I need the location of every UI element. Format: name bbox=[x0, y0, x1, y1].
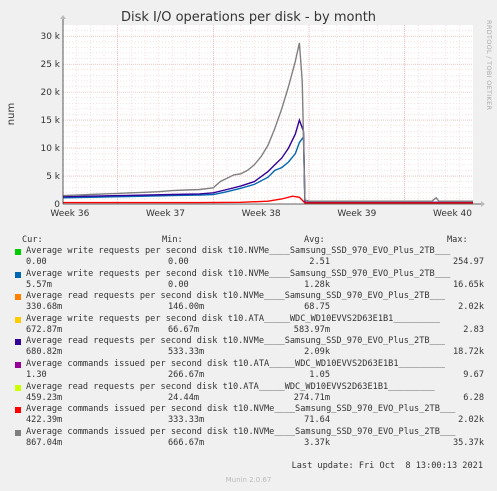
legend-entry: Average read requests per second disk t1… bbox=[0, 336, 497, 358]
y-axis-arrow bbox=[60, 15, 66, 19]
col-min: Min: bbox=[162, 235, 183, 245]
legend-swatch bbox=[15, 362, 21, 368]
y-tick-label: 10 k bbox=[40, 144, 60, 154]
legend-entry: Average write requests per second disk t… bbox=[0, 314, 497, 336]
grid: 0 5 k 10 k 15 k 20 k 25 k 30 k Week 36 Week 37 We… bbox=[40, 25, 473, 219]
col-avg: Avg: bbox=[304, 235, 325, 245]
legend-swatch bbox=[15, 384, 21, 391]
legend-label: Average write requests per second disk t… bbox=[26, 268, 451, 279]
value-max: 9.67 bbox=[463, 370, 484, 380]
value-min: 0.00 bbox=[168, 257, 189, 267]
value-max: 2.83 bbox=[463, 324, 484, 335]
value-min: 333.33m bbox=[168, 415, 205, 426]
col-max: Max: bbox=[447, 235, 468, 245]
value-avg: 71.64 bbox=[304, 415, 330, 426]
value-min: 24.44m bbox=[168, 392, 200, 403]
x-tick-label: Week 36 bbox=[50, 209, 89, 219]
legend-swatch bbox=[15, 249, 21, 255]
value-cur: 1.30 bbox=[26, 370, 47, 380]
legend-entry: Average commands issued per second disk … bbox=[0, 359, 497, 381]
value-cur: 5.57m bbox=[26, 279, 52, 290]
value-avg: 3.37k bbox=[304, 437, 330, 448]
chart-title: Disk I/O operations per disk - by month bbox=[120, 10, 377, 25]
y-tick-label: 25 k bbox=[40, 60, 60, 70]
legend-label: Average write requests per second disk t… bbox=[26, 313, 440, 324]
value-min: 66.67m bbox=[168, 324, 200, 335]
series-line-gray bbox=[62, 42, 473, 202]
legend-entry: Average write requests per second disk t… bbox=[0, 246, 497, 268]
rrdtool-credit: RRDTOOL / TOBI OETIKER bbox=[485, 20, 493, 111]
legend-label: Average read requests per second disk t1… bbox=[26, 381, 435, 392]
value-cur: 867.04m bbox=[26, 437, 63, 448]
legend-entry: Average commands issued per second disk … bbox=[0, 404, 497, 426]
value-max: 254.97 bbox=[452, 257, 484, 267]
x-tick-label: Week 37 bbox=[146, 209, 185, 219]
value-avg: 2.51 bbox=[309, 257, 330, 267]
value-max: 16.65k bbox=[452, 279, 484, 290]
x-axis-arrow bbox=[481, 201, 485, 207]
value-min: 533.33m bbox=[168, 347, 205, 358]
value-cur: 422.39m bbox=[26, 415, 63, 426]
value-max: 35.37k bbox=[452, 437, 484, 448]
value-max: 2.02k bbox=[458, 415, 484, 426]
value-avg: 68.75 bbox=[304, 302, 330, 313]
legend-swatch bbox=[15, 339, 21, 346]
value-min: 0.00 bbox=[168, 279, 189, 290]
legend-entry: Average read requests per second disk t1… bbox=[0, 291, 497, 313]
value-cur: 330.68m bbox=[26, 302, 63, 313]
legend-swatch bbox=[15, 271, 21, 278]
value-min: 146.00m bbox=[168, 302, 205, 313]
value-avg: 274.71m bbox=[293, 392, 330, 403]
last-update: Last update: Fri Oct 8 13:00:13 2021 bbox=[291, 461, 483, 471]
legend-label: Average commands issued per second disk … bbox=[26, 359, 446, 369]
value-max: 2.02k bbox=[458, 302, 484, 313]
series-line-red bbox=[63, 195, 473, 204]
x-tick-label: Week 38 bbox=[242, 209, 281, 219]
value-cur: 680.82m bbox=[26, 347, 63, 358]
x-tick-label: Week 40 bbox=[433, 209, 472, 219]
legend-label: Average commands issued per second disk … bbox=[26, 426, 456, 437]
legend-swatch bbox=[15, 407, 21, 414]
munin-version: Munin 2.0.67 bbox=[225, 476, 272, 484]
y-tick-label: 15 k bbox=[40, 116, 60, 126]
col-cur: Cur: bbox=[22, 235, 43, 245]
legend-entry: Average read requests per second disk t1… bbox=[0, 382, 497, 404]
y-tick-label: 5 k bbox=[46, 172, 61, 182]
value-avg: 2.09k bbox=[304, 347, 330, 358]
axes bbox=[60, 15, 485, 207]
y-axis-label: num bbox=[6, 103, 17, 125]
value-avg: 583.97m bbox=[293, 324, 330, 335]
value-min: 266.67m bbox=[168, 370, 205, 380]
legend: Cur: Min: Avg: Max: Average write reques… bbox=[0, 235, 497, 480]
legend-entry: Average write requests per second disk t… bbox=[0, 269, 497, 291]
value-cur: 0.00 bbox=[26, 257, 47, 267]
legend-label: Average read requests per second disk t1… bbox=[26, 336, 446, 347]
y-tick-label: 30 k bbox=[40, 32, 60, 42]
legend-entry: Average commands issued per second disk … bbox=[0, 427, 497, 449]
value-avg: 1.28k bbox=[304, 279, 330, 290]
legend-swatch bbox=[15, 429, 21, 436]
value-max: 18.72k bbox=[452, 347, 484, 358]
legend-label: Average write requests per second disk t… bbox=[26, 246, 451, 256]
chart-svg: 0 5 k 10 k 15 k 20 k 25 k 30 k Week 36 Week 37 We… bbox=[6, 15, 485, 219]
value-max: 6.28 bbox=[463, 392, 484, 403]
value-cur: 672.87m bbox=[26, 324, 63, 335]
legend-swatch bbox=[15, 294, 21, 301]
legend-swatch bbox=[15, 316, 21, 323]
value-avg: 1.05 bbox=[309, 370, 330, 380]
legend-label: Average read requests per second disk t1… bbox=[26, 291, 446, 302]
y-tick-label: 0 bbox=[54, 200, 60, 210]
y-tick-label: 20 k bbox=[40, 88, 60, 98]
series-lines bbox=[62, 42, 473, 204]
value-cur: 459.23m bbox=[26, 392, 63, 403]
legend-label: Average commands issued per second disk … bbox=[26, 404, 456, 415]
value-min: 666.67m bbox=[168, 437, 205, 448]
x-tick-label: Week 39 bbox=[337, 209, 376, 219]
